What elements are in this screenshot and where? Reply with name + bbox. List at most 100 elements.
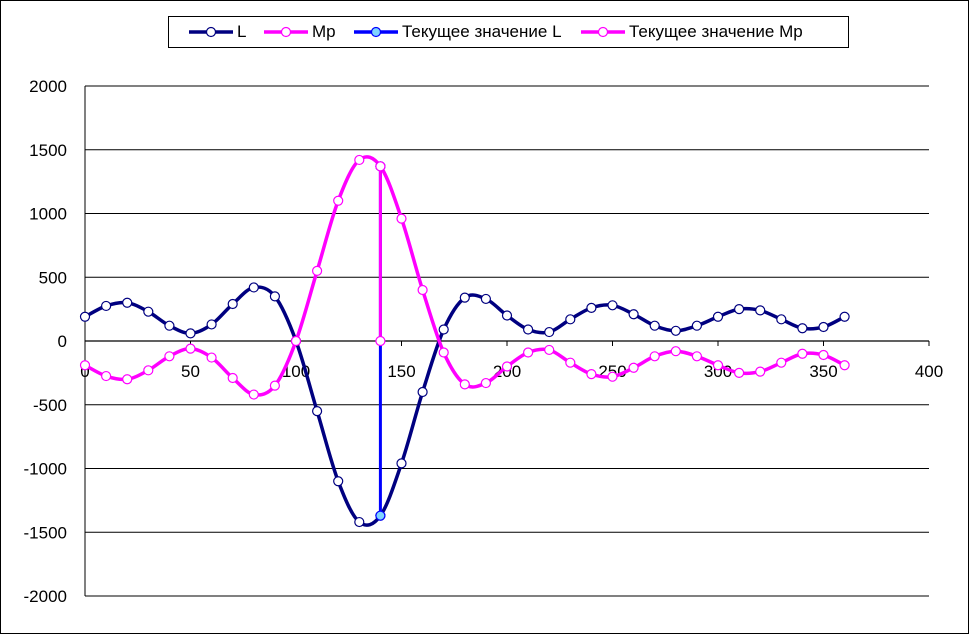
- series-mp-point: [438, 347, 449, 358]
- series-l-point: [565, 314, 576, 325]
- series-mp-point: [607, 371, 618, 382]
- y-tick-label: 0: [58, 332, 67, 351]
- series-mp-point: [459, 379, 470, 390]
- x-tick-labels: 050100150200250300350400: [80, 362, 943, 381]
- y-tick-label: -500: [33, 396, 67, 415]
- series-current-mp: [375, 161, 386, 347]
- series-mp-point: [269, 380, 280, 391]
- series-mp-point: [79, 360, 91, 371]
- x-tick-label: 150: [387, 362, 415, 381]
- series-l-point: [312, 406, 323, 417]
- series-mp-point: [628, 362, 639, 373]
- series-mp-point: [776, 357, 787, 368]
- series-mp-point: [818, 349, 829, 361]
- series-l-point: [438, 324, 449, 335]
- legend-marker-l: [189, 26, 233, 38]
- series-mp-point: [100, 370, 112, 382]
- series-l-line: [84, 285, 846, 527]
- series-mp-point: [839, 360, 850, 371]
- series-l-point: [522, 324, 534, 335]
- series-mp-point: [712, 360, 724, 371]
- legend-label-l: L: [237, 22, 247, 41]
- legend-item-current-l: Текущее значение L: [352, 17, 562, 47]
- legend-item-current-mp: Текущее значение Mp: [579, 17, 803, 47]
- series-group: [79, 154, 850, 528]
- series-current-mp-point: [375, 335, 386, 347]
- y-tick-label: 2000: [29, 77, 67, 96]
- series-l-point: [586, 302, 597, 313]
- legend-marker-current-l: [354, 26, 398, 38]
- y-tick-labels: 2000 1500 1000 500 0 -500 -1000 -1500 -2000: [24, 77, 67, 606]
- series-mp-point: [501, 361, 513, 372]
- series-mp-point: [691, 351, 703, 362]
- series-l-point: [649, 320, 660, 331]
- y-tick-label: -1000: [24, 460, 67, 479]
- series-l-point: [248, 282, 259, 293]
- series-mp-point: [290, 335, 302, 347]
- y-tick-label: -1500: [24, 523, 67, 542]
- series-l-point: [164, 320, 175, 331]
- series-l-point: [755, 305, 766, 316]
- series-mp-point: [586, 369, 597, 380]
- legend-label-current-mp: Текущее значение Mp: [629, 22, 803, 41]
- series-l-point: [206, 319, 217, 330]
- series-mp-point: [544, 344, 555, 356]
- legend-label-current-l: Текущее значение L: [402, 22, 562, 41]
- series-current-mp-point: [375, 161, 386, 172]
- series-l-point: [79, 311, 91, 322]
- series-mp-point: [733, 367, 745, 378]
- series-l-point: [712, 311, 724, 322]
- series-l-point: [333, 476, 344, 487]
- legend-marker-mp: [264, 26, 308, 38]
- series-l-point: [459, 292, 470, 303]
- series-mp-point: [185, 343, 196, 354]
- series-l-point: [691, 320, 703, 331]
- series-mp-point: [143, 365, 154, 376]
- series-mp: [79, 154, 850, 400]
- series-mp-point: [670, 346, 681, 357]
- series-l-point: [269, 291, 280, 302]
- series-l-point: [607, 300, 618, 311]
- series-l-point: [417, 386, 428, 398]
- legend-label-mp: Mp: [312, 22, 336, 41]
- y-tick-label: 500: [39, 268, 67, 287]
- series-l-point: [628, 309, 639, 320]
- series-mp-point: [227, 372, 238, 384]
- legend: L Mp Текущее значение L Текущее значение…: [168, 16, 849, 48]
- x-tick-label: 0: [80, 362, 89, 381]
- series-l-point: [733, 304, 745, 315]
- axes: [84, 86, 930, 596]
- legend-item-mp: Mp: [262, 17, 336, 47]
- x-tick-label: 50: [181, 362, 200, 381]
- series-mp-point: [755, 366, 766, 377]
- series-l-point: [839, 311, 850, 322]
- series-mp-line: [84, 155, 846, 397]
- series-l-point: [396, 458, 407, 469]
- series-mp-point: [396, 213, 407, 224]
- series-mp-point: [333, 195, 344, 206]
- series-l-point: [143, 306, 154, 317]
- series-mp-point: [206, 352, 217, 363]
- series-l-point: [818, 321, 829, 333]
- series-mp-point: [649, 351, 660, 362]
- x-tick-label: 400: [915, 362, 943, 381]
- y-tick-label: -2000: [24, 587, 67, 606]
- y-tick-label: 1000: [29, 205, 67, 224]
- legend-marker-current-mp: [581, 26, 625, 38]
- series-mp-point: [522, 347, 534, 358]
- legend-item-l: L: [187, 17, 246, 47]
- series-mp-point: [164, 351, 175, 362]
- series-l-point: [122, 297, 133, 308]
- series-l-point: [227, 298, 238, 310]
- series-l-point: [480, 293, 491, 305]
- y-tick-label: 1500: [29, 141, 67, 160]
- series-current-l-point: [375, 510, 386, 521]
- series-l-point: [544, 326, 555, 338]
- series-l-point: [100, 300, 112, 312]
- series-l-point: [797, 323, 808, 334]
- series-mp-point: [354, 154, 365, 166]
- series-mp-point: [248, 389, 259, 400]
- series-l-point: [670, 325, 681, 336]
